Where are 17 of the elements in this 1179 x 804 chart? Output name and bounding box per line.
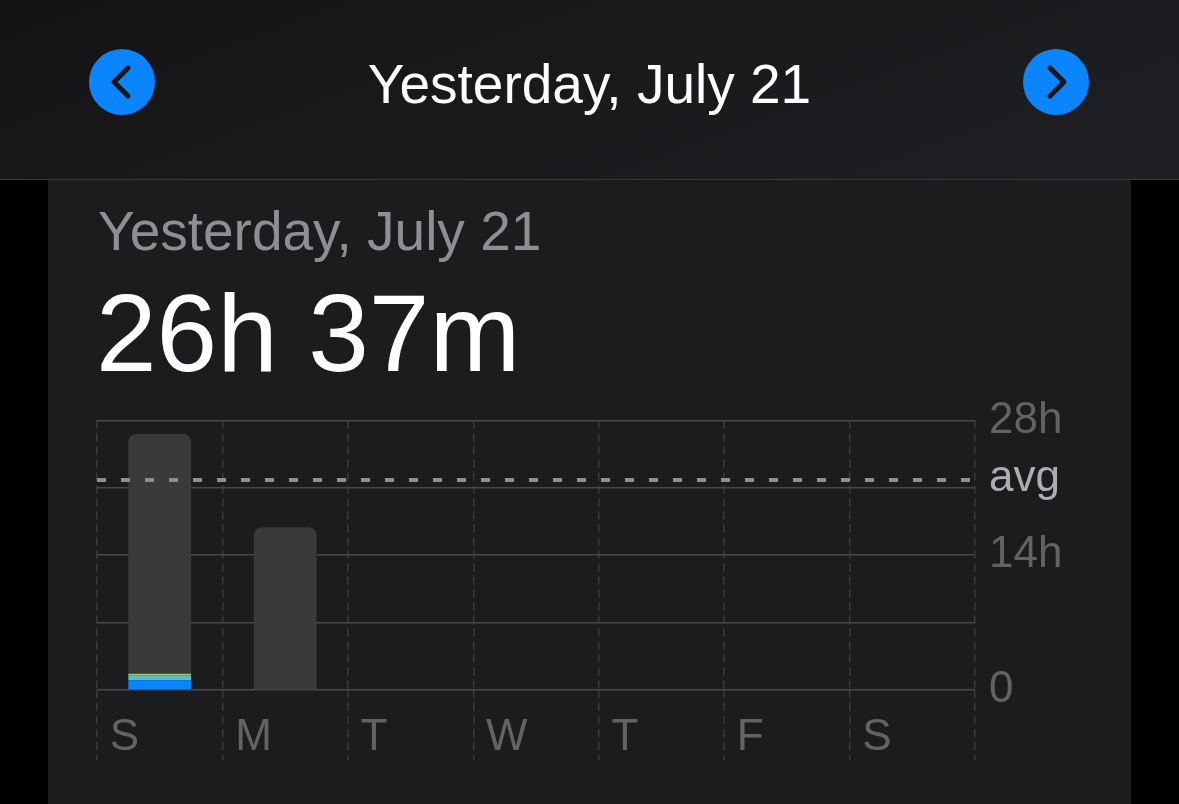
bar bbox=[128, 680, 192, 690]
y-tick-label: 28h bbox=[989, 392, 1063, 442]
x-tick-label: F bbox=[736, 709, 764, 759]
bar bbox=[128, 433, 192, 674]
x-tick-label: M bbox=[235, 709, 272, 759]
x-tick-label: S bbox=[862, 709, 892, 759]
bar bbox=[253, 527, 317, 690]
y-tick-label: 0 bbox=[989, 662, 1014, 712]
x-tick-label: T bbox=[360, 709, 388, 759]
x-tick-label: S bbox=[109, 709, 140, 759]
x-tick-label: W bbox=[486, 709, 528, 759]
chart-title: Yesterday, July 21 bbox=[366, 53, 813, 115]
text: 26h 37m bbox=[96, 272, 521, 394]
chart-subtitle: Yesterday, July 21 bbox=[98, 200, 542, 262]
ref-line-label: avg bbox=[989, 451, 1060, 501]
x-tick-label: T bbox=[611, 709, 639, 759]
y-tick-label: 14h bbox=[989, 527, 1063, 577]
